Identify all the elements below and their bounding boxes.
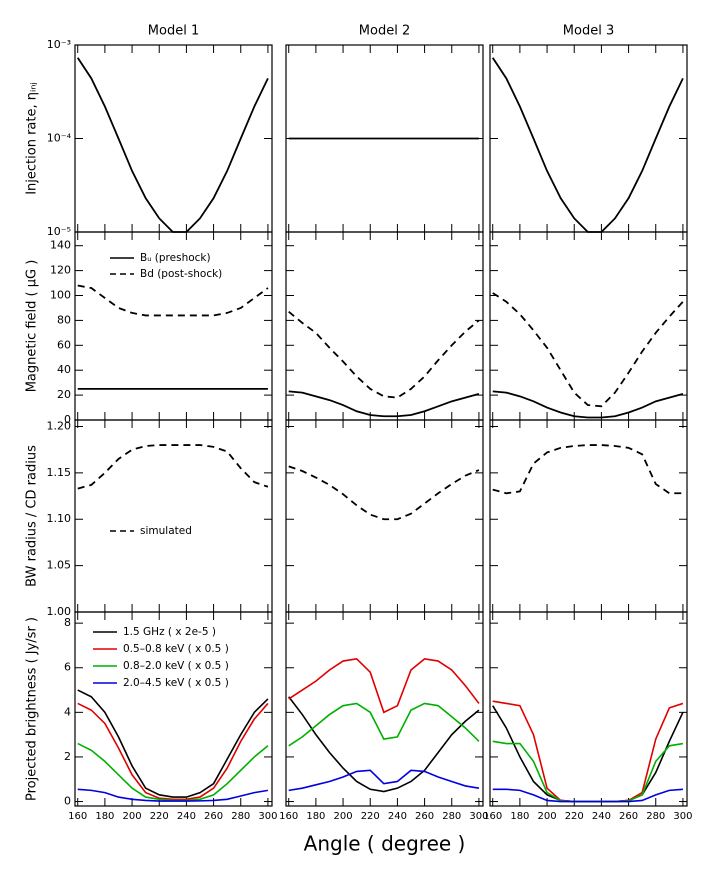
series-line [77, 742, 269, 802]
x-tick-label: 260 [415, 811, 434, 822]
column-title: Model 2 [359, 24, 410, 39]
panel-frame [285, 419, 484, 613]
x-tick-label: 220 [150, 811, 169, 822]
x-tick-label: 260 [204, 811, 223, 822]
x-axis-label: Angle ( degree ) [304, 832, 466, 856]
y-tick-label: 8 [64, 616, 71, 629]
x-tick-label: 200 [123, 811, 142, 822]
legend-label: 2.0–4.5 keV ( x 0.5 ) [123, 677, 229, 689]
x-tick-label: 240 [177, 811, 196, 822]
y-axis-label: Projected brightness ( Jy/sr ) [25, 617, 40, 801]
series-line [288, 310, 480, 399]
x-tick-label: 200 [538, 811, 557, 822]
legend-label: Bᵤ (preshock) [140, 252, 211, 264]
legend-label: Bd (post-shock) [140, 268, 222, 280]
y-tick-label: 10⁻⁴ [47, 132, 72, 145]
y-tick-label: 10⁻⁵ [47, 225, 71, 238]
series-line [288, 465, 480, 521]
panel-frame [285, 231, 484, 421]
y-tick-label: 1.05 [47, 559, 72, 572]
y-tick-label: 6 [64, 661, 71, 674]
series-line [77, 788, 269, 802]
series-line [492, 444, 683, 495]
series-line [288, 769, 480, 792]
x-tick-label: 200 [334, 811, 353, 822]
y-tick-label: 2 [64, 750, 71, 763]
column-title: Model 3 [563, 24, 614, 39]
legend-label: simulated [140, 525, 192, 537]
x-tick-label: 220 [565, 811, 584, 822]
legend-label: 0.8–2.0 keV ( x 0.5 ) [123, 660, 229, 672]
x-tick-label: 240 [388, 811, 407, 822]
y-tick-label: 1.00 [47, 605, 72, 618]
x-tick-label: 160 [68, 811, 87, 822]
series-line [77, 702, 269, 801]
x-tick-label: 220 [361, 811, 380, 822]
y-tick-label: 60 [57, 338, 71, 351]
y-axis-label: Magnetic field ( μG ) [25, 260, 40, 393]
series-line [491, 57, 684, 233]
x-tick-label: 280 [231, 811, 250, 822]
series-line [77, 284, 269, 317]
y-tick-label: 100 [50, 288, 71, 301]
x-tick-label: 180 [510, 811, 529, 822]
panel-frame [74, 44, 273, 233]
x-tick-label: 300 [258, 811, 277, 822]
y-tick-label: 0 [64, 795, 71, 808]
y-tick-label: 1.15 [47, 466, 72, 479]
series-line [492, 740, 684, 803]
series-line [77, 689, 269, 798]
series-line [288, 696, 480, 793]
y-axis-label: BW radius / CD radius [25, 445, 40, 587]
column-title: Model 1 [148, 24, 199, 39]
series-line [76, 57, 269, 233]
panel-frame [489, 44, 688, 233]
y-tick-label: 80 [57, 313, 71, 326]
x-tick-label: 180 [306, 811, 325, 822]
x-tick-label: 180 [95, 811, 114, 822]
x-tick-label: 160 [279, 811, 298, 822]
y-tick-label: 4 [64, 705, 71, 718]
series-line [288, 390, 480, 418]
y-tick-label: 40 [57, 363, 71, 376]
series-line [77, 444, 269, 490]
panel-frame [285, 611, 484, 807]
y-tick-label: 20 [57, 388, 71, 401]
x-tick-label: 260 [619, 811, 638, 822]
y-tick-label: 0 [64, 413, 71, 426]
series-line [492, 700, 684, 803]
series-line [288, 702, 480, 747]
legend-label: 1.5 GHz ( x 2e-5 ) [123, 626, 216, 638]
panel-frame [74, 419, 273, 613]
series-line [492, 788, 683, 803]
x-tick-label: 300 [673, 811, 692, 822]
series-line [492, 705, 684, 803]
y-tick-label: 10⁻³ [47, 38, 71, 51]
x-tick-label: 160 [483, 811, 502, 822]
panel-frame [489, 611, 688, 807]
series-line [288, 657, 480, 714]
panel-frame [489, 231, 688, 421]
series-line [492, 390, 684, 419]
x-tick-label: 280 [646, 811, 665, 822]
x-tick-label: 300 [469, 811, 488, 822]
legend-label: 0.5–0.8 keV ( x 0.5 ) [123, 643, 229, 655]
series-line [492, 292, 684, 408]
y-tick-label: 1.20 [47, 419, 72, 432]
y-tick-label: 140 [50, 239, 71, 252]
y-axis-label: Injection rate, ηᵢₙⱼ [25, 82, 40, 195]
y-tick-label: 1.10 [47, 512, 72, 525]
y-tick-label: 120 [50, 264, 71, 277]
x-tick-label: 240 [592, 811, 611, 822]
panel-frame [74, 611, 273, 807]
panel-frame [489, 419, 688, 613]
x-tick-label: 280 [442, 811, 461, 822]
